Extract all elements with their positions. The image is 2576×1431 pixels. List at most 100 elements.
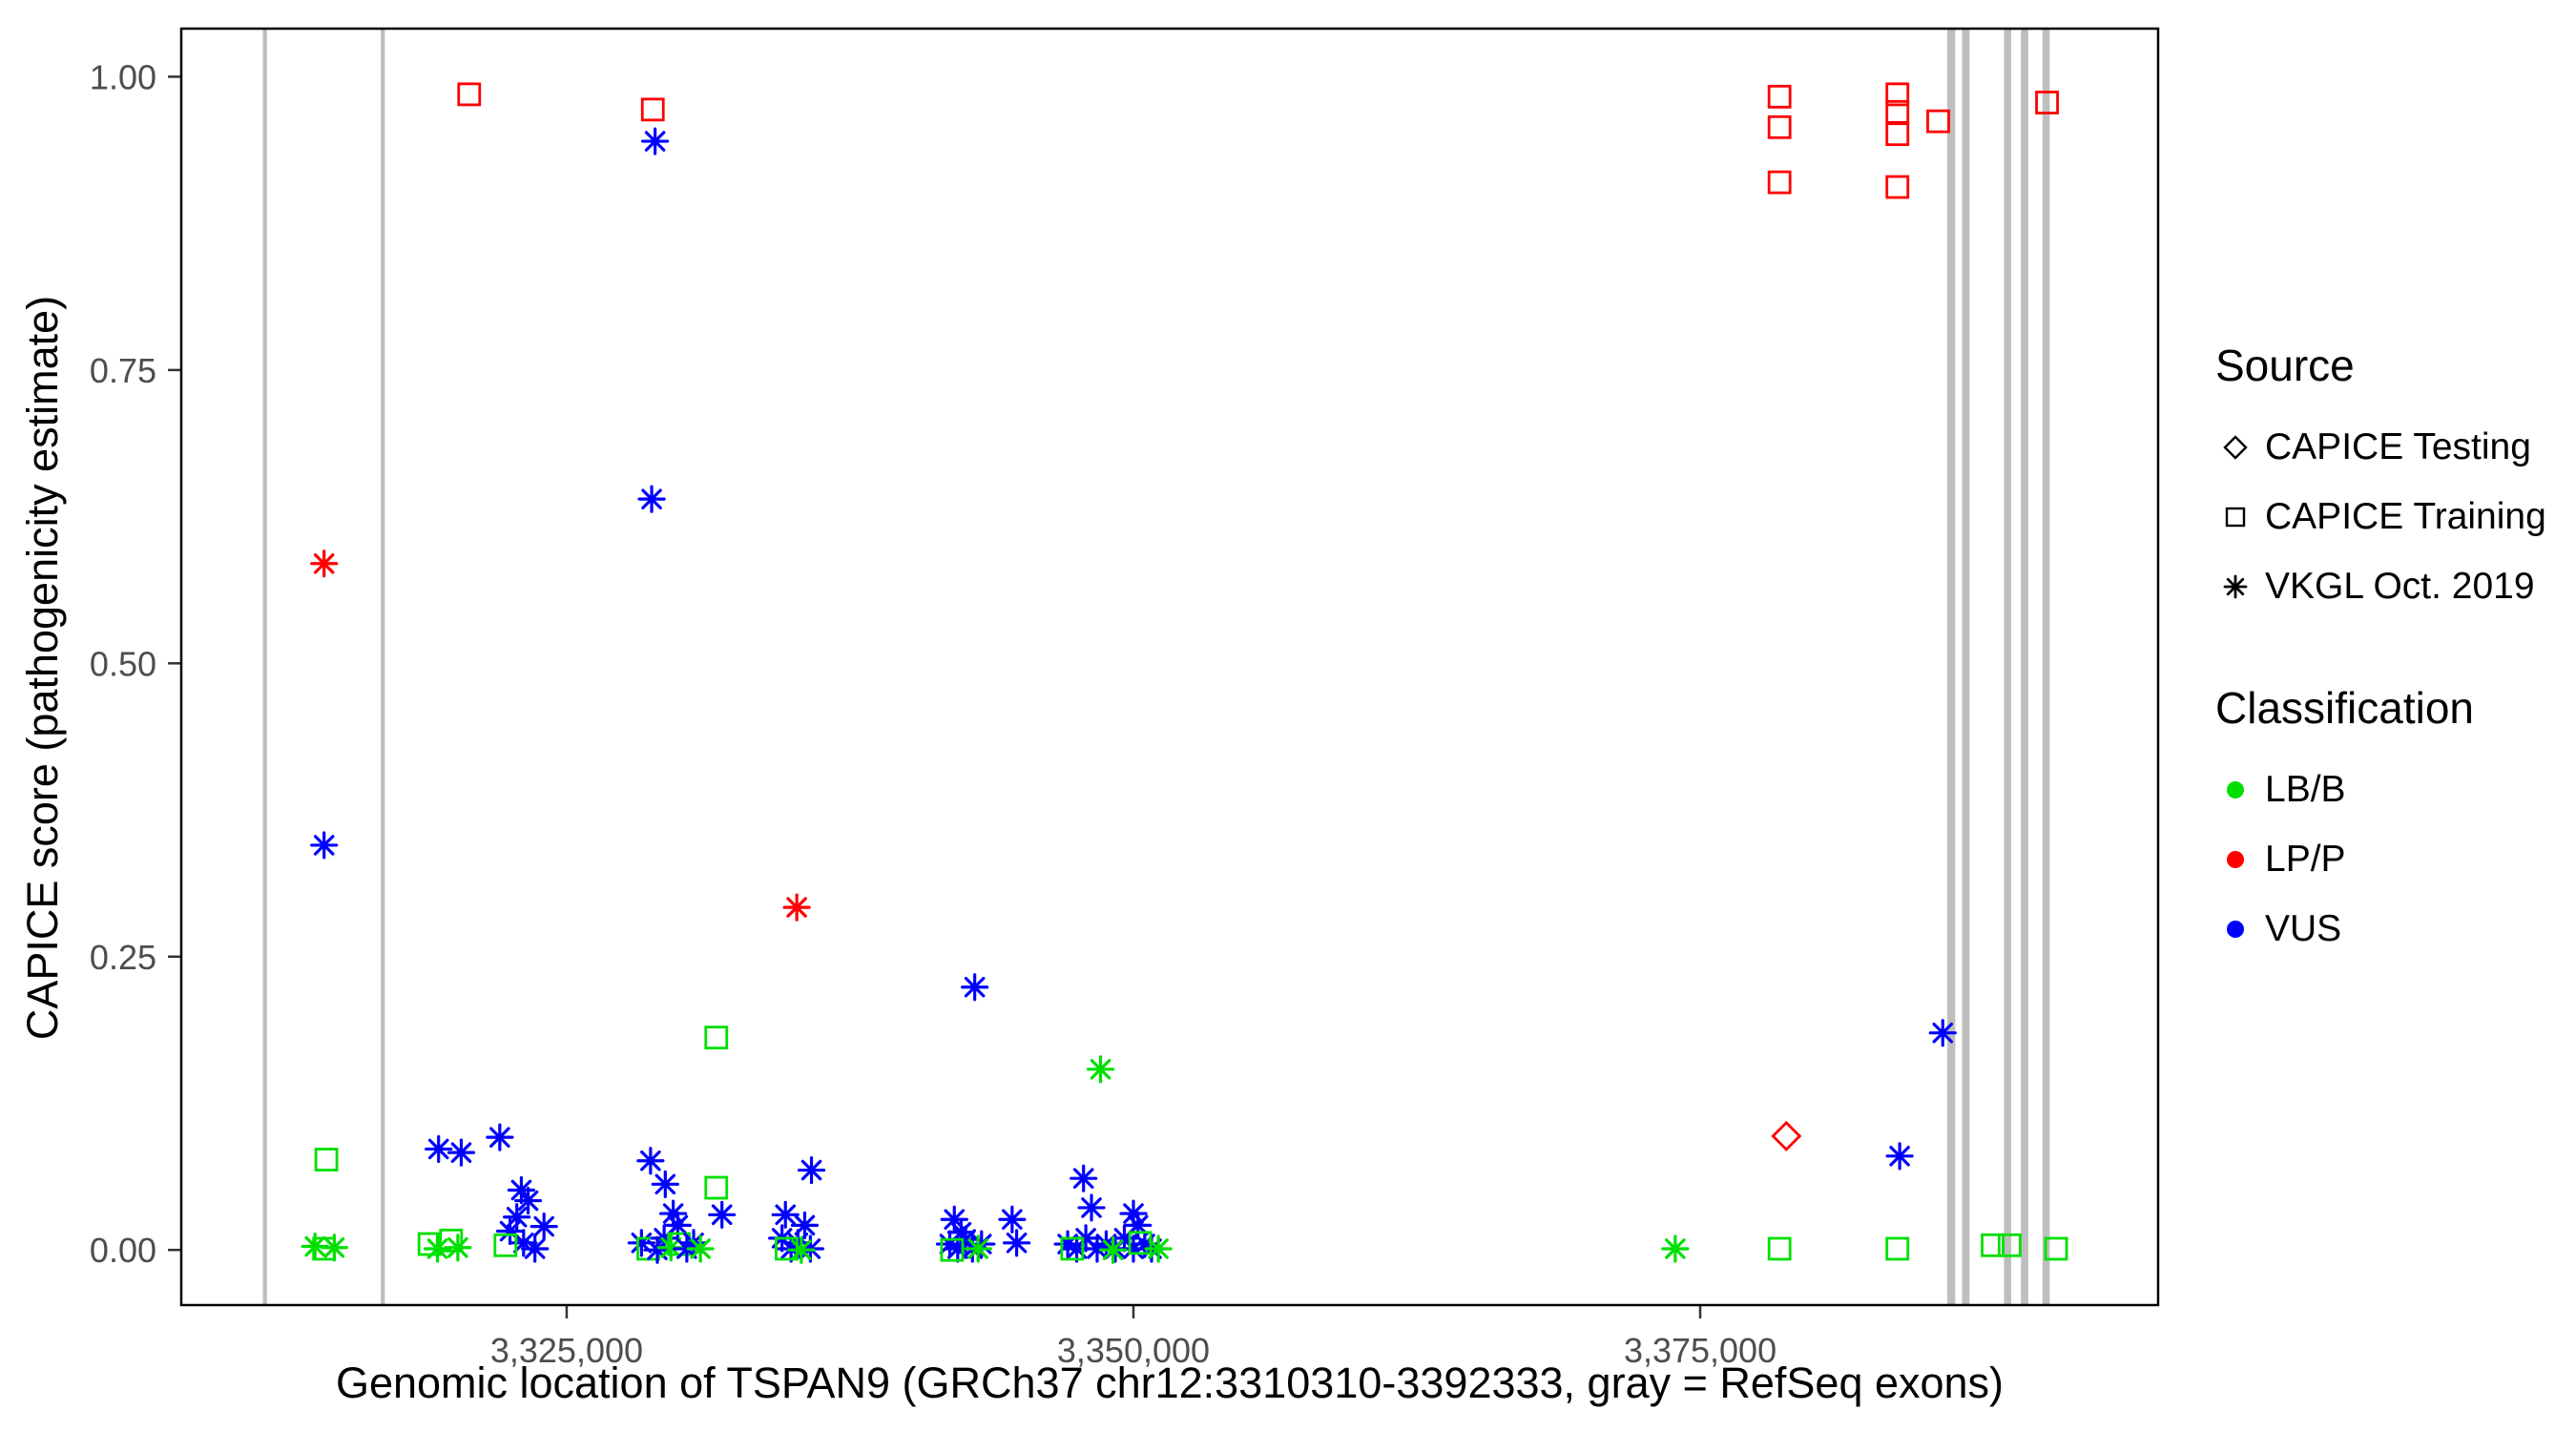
- data-point: [1885, 82, 1910, 107]
- data-point: [1885, 122, 1910, 147]
- legend-item-capice-training: CAPICE Training: [2215, 482, 2546, 551]
- x-axis-title: Genomic location of TSPAN9 (GRCh37 chr12…: [335, 1358, 2005, 1407]
- data-point: [704, 1026, 729, 1050]
- y-tick-label: 0.00: [90, 1231, 156, 1270]
- refseq-exon: [262, 29, 267, 1305]
- y-tick-label: 1.00: [90, 57, 156, 96]
- legend-item-vus: VUS: [2215, 894, 2546, 964]
- legend-label-lpp: LP/P: [2265, 838, 2346, 880]
- square-icon: [2215, 497, 2265, 537]
- data-point: [782, 893, 811, 922]
- data-point: [1098, 1235, 1128, 1264]
- legend-item-capice-testing: CAPICE Testing: [2215, 412, 2546, 482]
- data-point: [790, 1211, 820, 1239]
- data-point: [521, 1234, 550, 1263]
- data-point: [2044, 1236, 2068, 1261]
- data-point: [637, 485, 666, 513]
- data-point: [704, 1175, 729, 1200]
- data-point: [310, 550, 339, 578]
- data-point: [1928, 1019, 1957, 1047]
- data-point: [771, 1200, 800, 1229]
- data-point: [1771, 1120, 1802, 1151]
- data-point: [964, 1234, 992, 1263]
- data-point: [998, 1205, 1027, 1234]
- data-point: [447, 1138, 476, 1167]
- data-point: [513, 1186, 543, 1215]
- refseq-exon: [2042, 29, 2050, 1305]
- legend-label-vkgl: VKGL Oct. 2019: [2265, 565, 2535, 607]
- legend-item-vkgl: VKGL Oct. 2019: [2215, 551, 2546, 621]
- data-point: [1767, 84, 1792, 109]
- data-point: [1086, 1055, 1115, 1084]
- refseq-exon: [381, 29, 385, 1305]
- legend-label-vus: VUS: [2265, 907, 2342, 949]
- data-point: [310, 831, 339, 860]
- panel-border: [179, 27, 2160, 1307]
- refseq-exon: [1947, 29, 1956, 1305]
- data-point: [1070, 1164, 1098, 1192]
- data-point: [641, 127, 670, 156]
- data-point: [486, 1123, 514, 1151]
- data-point: [1997, 1233, 2022, 1257]
- legend-source-title: Source: [2215, 341, 2355, 390]
- data-point: [1885, 1142, 1914, 1171]
- data-point: [320, 1234, 348, 1262]
- data-point: [530, 1213, 558, 1241]
- refseq-exon: [2021, 29, 2028, 1305]
- legend: Source CAPICE Testing CAPICE Training VK…: [2215, 340, 2546, 964]
- y-tick-label: 0.75: [90, 351, 156, 390]
- x-tick-label: 3,375,000: [1624, 1331, 1776, 1370]
- data-point: [1885, 1236, 1910, 1261]
- refseq-exon: [1962, 29, 1970, 1305]
- data-point: [1767, 114, 1792, 139]
- legend-classification-title: Classification: [2215, 683, 2474, 733]
- data-point: [787, 1235, 816, 1264]
- data-point: [1885, 175, 1910, 199]
- data-point: [493, 1233, 518, 1257]
- data-point: [1077, 1193, 1106, 1222]
- blue-dot-icon: [2215, 909, 2265, 949]
- data-point: [425, 1134, 453, 1164]
- data-point: [509, 1229, 538, 1257]
- diamond-icon: [2215, 427, 2265, 467]
- x-tick-label: 3,350,000: [1057, 1331, 1210, 1370]
- data-point: [708, 1200, 737, 1229]
- legend-item-lpp: LP/P: [2215, 824, 2546, 894]
- data-point: [940, 1237, 965, 1262]
- data-point: [1003, 1229, 1031, 1257]
- data-point: [1144, 1234, 1173, 1263]
- data-point: [1661, 1234, 1690, 1263]
- data-point: [797, 1155, 826, 1185]
- green-dot-icon: [2215, 770, 2265, 810]
- data-point: [686, 1234, 715, 1263]
- data-point: [651, 1170, 679, 1198]
- data-point: [1926, 109, 1950, 134]
- data-point: [636, 1147, 665, 1175]
- data-point: [1981, 1233, 2005, 1257]
- y-tick-label: 0.50: [90, 644, 156, 683]
- data-point: [314, 1148, 339, 1172]
- y-tick-label: 0.25: [90, 938, 156, 977]
- y-axis-title: CAPICE score (pathogenicity estimate): [18, 295, 67, 1041]
- data-point: [940, 1205, 968, 1234]
- refseq-exon: [2004, 29, 2012, 1305]
- legend-item-lbb: LB/B: [2215, 755, 2546, 824]
- data-point: [457, 82, 482, 107]
- data-point: [1767, 170, 1792, 195]
- x-tick-label: 3,325,000: [490, 1331, 643, 1370]
- legend-label-lbb: LB/B: [2265, 768, 2346, 810]
- data-point: [961, 973, 989, 1002]
- data-point: [439, 1228, 464, 1253]
- data-point: [1767, 1236, 1792, 1261]
- red-dot-icon: [2215, 840, 2265, 880]
- data-point: [640, 97, 665, 122]
- data-point: [503, 1203, 531, 1232]
- data-point: [2035, 91, 2059, 114]
- data-point: [1060, 1236, 1085, 1261]
- data-point: [444, 1234, 472, 1262]
- legend-label-capice-training: CAPICE Training: [2265, 495, 2546, 537]
- asterisk-icon: [2215, 567, 2265, 607]
- legend-label-capice-testing: CAPICE Testing: [2265, 425, 2531, 467]
